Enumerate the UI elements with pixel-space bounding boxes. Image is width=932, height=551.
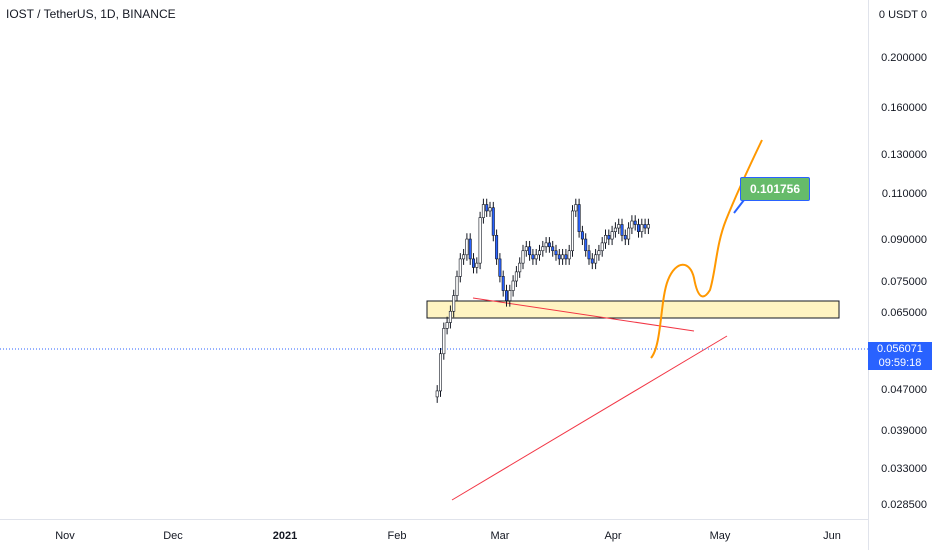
- candle-body: [587, 250, 591, 260]
- candle-body: [640, 224, 644, 232]
- candle-body: [435, 390, 439, 398]
- price-tick: 0.047000: [881, 384, 927, 396]
- candle-body: [557, 254, 561, 260]
- candle-body: [485, 204, 489, 212]
- time-label: Dec: [163, 530, 183, 542]
- candle-body: [620, 224, 624, 236]
- candle-body: [442, 328, 446, 355]
- candle-body: [491, 207, 495, 236]
- price-tick: 0.200000: [881, 52, 927, 64]
- candle-body: [514, 271, 518, 282]
- candle-body: [594, 254, 598, 264]
- price-tick: 0.075000: [881, 276, 927, 288]
- candle-body: [570, 210, 574, 252]
- candle-body: [478, 217, 482, 264]
- price-tick: 0.039000: [881, 425, 927, 437]
- ascending-trendline[interactable]: [451, 335, 728, 501]
- candle-body: [537, 250, 541, 256]
- price-tick: 0.090000: [881, 234, 927, 246]
- candle-body: [481, 204, 485, 218]
- callout-pointer: [733, 199, 745, 214]
- candle-body: [597, 250, 601, 256]
- price-tick: 0.028500: [881, 499, 927, 511]
- candle-body: [564, 254, 568, 260]
- candle-body: [471, 258, 475, 268]
- candle-body: [521, 250, 525, 264]
- time-axis[interactable]: Nov Dec 2021 Feb Mar Apr May Jun: [0, 519, 868, 551]
- candle-body: [468, 238, 472, 260]
- projection-callout[interactable]: 0.101756: [740, 177, 810, 201]
- candle-body: [501, 276, 505, 291]
- candle-body: [613, 227, 617, 232]
- candle-body: [584, 238, 588, 252]
- time-label: Mar: [490, 530, 510, 542]
- symbol-title: IOST / TetherUS, 1D, BINANCE: [6, 7, 176, 21]
- candle-body: [590, 258, 594, 264]
- candle-body: [465, 238, 469, 256]
- candle-body: [643, 224, 647, 229]
- candle-body: [554, 250, 558, 256]
- candle-body: [445, 322, 449, 329]
- countdown-tag: 09:59:18: [868, 356, 932, 370]
- candle-body: [547, 242, 551, 248]
- candle-body: [458, 258, 462, 277]
- projection-path[interactable]: [650, 139, 763, 359]
- candle-body: [603, 235, 607, 244]
- candle-body: [475, 262, 479, 268]
- price-unit-label: 0 USDT 0: [878, 9, 927, 21]
- candle-body: [610, 231, 614, 240]
- candle-body: [534, 254, 538, 260]
- candle-body: [630, 220, 634, 229]
- current-price-tag: 0.056071: [868, 342, 932, 356]
- candle-body: [448, 310, 452, 323]
- candle-body: [577, 204, 581, 232]
- candle-body: [462, 254, 466, 260]
- candle-body: [544, 242, 548, 248]
- time-label: Nov: [55, 530, 75, 542]
- time-label: Jun: [823, 530, 841, 542]
- candle-body: [561, 254, 565, 260]
- candle-body: [531, 254, 535, 260]
- candle-body: [452, 295, 456, 312]
- resistance-zone[interactable]: [426, 300, 840, 319]
- price-axis[interactable]: 0 USDT 0 0.200000 0.160000 0.130000 0.11…: [868, 0, 932, 550]
- time-label: May: [709, 530, 731, 542]
- candle-body: [617, 224, 621, 229]
- candle-body: [623, 235, 627, 240]
- candle-body: [498, 258, 502, 277]
- candle-body: [504, 290, 508, 301]
- candle-body: [646, 224, 650, 229]
- price-tick: 0.033000: [881, 463, 927, 475]
- candle-body: [541, 246, 545, 252]
- candles: [435, 198, 650, 403]
- candle-body: [600, 242, 604, 252]
- candle-body: [627, 227, 631, 240]
- candle-body: [495, 235, 499, 260]
- candle-body: [455, 276, 459, 296]
- candle-body: [438, 353, 442, 392]
- candle-body: [636, 224, 640, 232]
- candle-body: [511, 280, 515, 291]
- candle-body: [524, 246, 528, 252]
- candle-body: [567, 250, 571, 260]
- time-label: 2021: [272, 530, 298, 542]
- candle-body: [551, 246, 555, 252]
- candle-body: [580, 231, 584, 240]
- candle-body: [607, 235, 611, 240]
- time-label: Apr: [604, 530, 622, 542]
- price-tick: 0.110000: [881, 188, 927, 200]
- candle-body: [633, 220, 637, 225]
- price-tick: 0.160000: [881, 102, 927, 114]
- candle-body: [488, 207, 492, 212]
- price-tick: 0.130000: [881, 149, 927, 161]
- time-label: Feb: [387, 530, 407, 542]
- candle-body: [574, 204, 578, 212]
- candle-body: [508, 290, 512, 301]
- price-tick: 0.065000: [881, 307, 927, 319]
- candle-body: [518, 262, 522, 273]
- candle-body: [528, 246, 532, 256]
